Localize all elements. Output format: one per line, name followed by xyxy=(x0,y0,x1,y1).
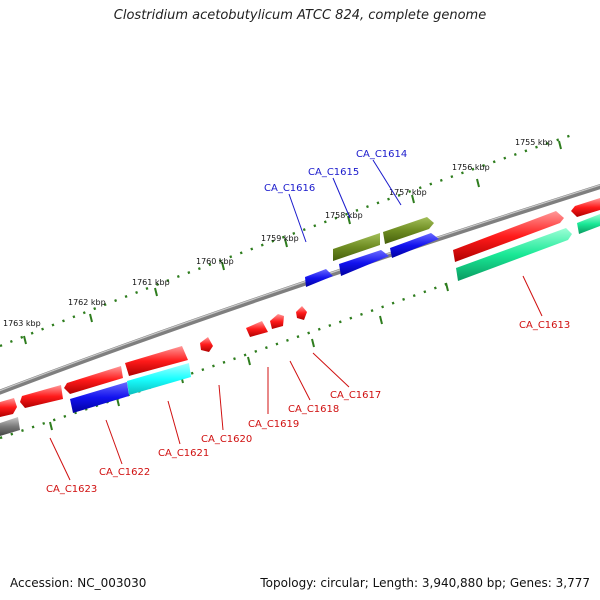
gene-olive-2 xyxy=(383,217,434,244)
scale-label-1757: 1757 kbp xyxy=(389,188,427,197)
gene-red-ca-c1618 xyxy=(270,314,284,329)
gene-label-ca-c1623: CA_C1623 xyxy=(46,484,97,495)
scale-label-1760: 1760 kbp xyxy=(196,257,234,266)
gene-label-ca-c1620: CA_C1620 xyxy=(201,434,252,445)
genome-backbone xyxy=(0,183,600,395)
scale-label-1759: 1759 kbp xyxy=(261,234,299,243)
gene-gray-ca-c1623 xyxy=(0,417,20,436)
lower-major-ticks xyxy=(49,282,449,431)
gene-red-ca-c1619 xyxy=(246,321,268,337)
gene-red-left-1 xyxy=(64,366,123,394)
scale-label-1761: 1761 kbp xyxy=(132,278,170,287)
gene-green-ca-c1613 xyxy=(456,228,572,281)
gene-label-ca-c1618: CA_C1618 xyxy=(288,404,339,415)
gene-green-right-2 xyxy=(577,214,600,234)
accession-text: Accession: NC_003030 xyxy=(10,576,147,590)
gene-olive-1 xyxy=(333,233,380,261)
scale-label-1755: 1755 kbp xyxy=(515,138,553,147)
gene-blue-ca-c1615 xyxy=(339,250,389,276)
gene-label-ca-c1615: CA_C1615 xyxy=(308,167,359,178)
gene-label-ca-c1616: CA_C1616 xyxy=(264,183,315,194)
gene-label-ca-c1621: CA_C1621 xyxy=(158,448,209,459)
gene-label-ca-c1614: CA_C1614 xyxy=(356,149,407,160)
gene-red-right-1 xyxy=(453,211,564,262)
top-leader-lines xyxy=(288,159,402,243)
upper-major-ticks xyxy=(23,140,562,345)
map-title: Clostridium acetobutylicum ATCC 824, com… xyxy=(113,8,487,23)
gene-label-ca-c1622: CA_C1622 xyxy=(99,467,150,478)
topology-summary-text: Topology: circular; Length: 3,940,880 bp… xyxy=(260,576,590,590)
scale-label-1762: 1762 kbp xyxy=(68,298,106,307)
gene-blue-ca-c1616 xyxy=(305,269,333,287)
bottom-leader-lines xyxy=(49,275,543,481)
scale-label-1758: 1758 kbp xyxy=(325,211,363,220)
gene-red-right-2 xyxy=(571,198,600,217)
gene-red-left-2 xyxy=(20,385,63,408)
gene-label-ca-c1613: CA_C1613 xyxy=(519,320,570,331)
gene-label-ca-c1619: CA_C1619 xyxy=(248,419,299,430)
genome-backbone-highlight xyxy=(0,184,600,392)
gene-red-ca-c1620 xyxy=(200,337,213,352)
gene-red-left-edge xyxy=(0,398,17,417)
gene-label-ca-c1617: CA_C1617 xyxy=(330,390,381,401)
scale-label-1756: 1756 kbp xyxy=(452,163,490,172)
scale-label-1763: 1763 kbp xyxy=(3,319,41,328)
gene-red-ca-c1621-top xyxy=(125,346,188,376)
gene-red-ca-c1617 xyxy=(296,306,307,320)
gene-blue-ca-c1614 xyxy=(390,233,439,258)
gene-blue-ca-c1622 xyxy=(70,382,129,413)
gene-cyan-ca-c1621 xyxy=(127,363,191,395)
